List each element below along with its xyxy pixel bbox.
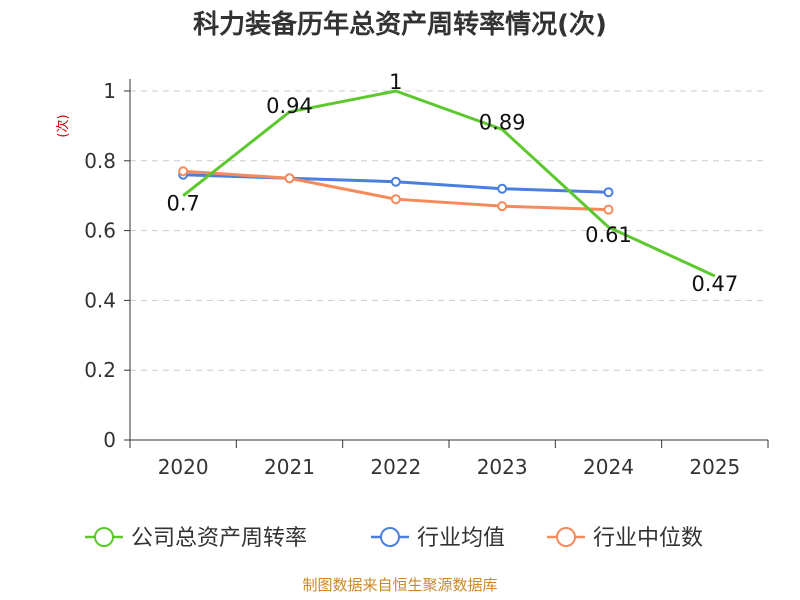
x-tick-label: 2024 bbox=[583, 455, 634, 479]
axes: 0 0.2 0.4 0.6 0.8 1 2020 2021 2022 2023 2024 2025 bbox=[84, 79, 769, 479]
y-tick-label: 0.6 bbox=[84, 219, 116, 243]
series-point bbox=[390, 176, 401, 187]
series-point bbox=[390, 194, 401, 205]
y-axis-label: (次) bbox=[55, 114, 71, 137]
gridlines bbox=[130, 90, 768, 371]
x-tick-label: 2023 bbox=[477, 455, 528, 479]
y-tick-label: 0.8 bbox=[84, 149, 116, 173]
series-point bbox=[284, 173, 295, 184]
series-point bbox=[603, 204, 614, 215]
series-point bbox=[497, 201, 508, 212]
data-label: 0.61 bbox=[585, 223, 632, 247]
x-tick-label: 2021 bbox=[264, 455, 315, 479]
series-layer bbox=[178, 89, 716, 278]
data-label: 0.89 bbox=[479, 110, 526, 134]
series-point bbox=[497, 183, 508, 194]
x-tick-label: 2025 bbox=[689, 455, 740, 479]
x-tick-label: 2020 bbox=[158, 455, 209, 479]
data-label: 1 bbox=[389, 70, 402, 94]
legend-label: 行业中位数 bbox=[593, 526, 703, 551]
source-note: 制图数据来自恒生聚源数据库 bbox=[302, 576, 497, 594]
legend-marker bbox=[94, 527, 114, 547]
y-tick-label: 0.2 bbox=[84, 358, 116, 382]
x-tick-label: 2022 bbox=[370, 455, 421, 479]
y-tick-label: 0.4 bbox=[84, 288, 116, 312]
chart-title: 科力装备历年总资产周转率情况(次) bbox=[193, 9, 607, 40]
data-label: 0.7 bbox=[166, 192, 199, 216]
legend-marker bbox=[556, 527, 576, 547]
series-point bbox=[178, 166, 189, 177]
series-line bbox=[182, 89, 716, 278]
legend: 公司总资产周转率 行业均值 行业中位数 bbox=[85, 526, 703, 551]
series-point bbox=[603, 187, 614, 198]
data-labels: 0.7 0.94 1 0.89 0.61 0.47 bbox=[166, 70, 738, 296]
y-tick-label: 0 bbox=[103, 428, 116, 452]
y-tick-label: 1 bbox=[103, 79, 116, 103]
data-label: 0.94 bbox=[266, 94, 313, 118]
legend-marker bbox=[380, 527, 400, 547]
legend-label: 行业均值 bbox=[417, 526, 505, 551]
legend-label: 公司总资产周转率 bbox=[131, 526, 307, 551]
data-label: 0.47 bbox=[691, 272, 738, 296]
